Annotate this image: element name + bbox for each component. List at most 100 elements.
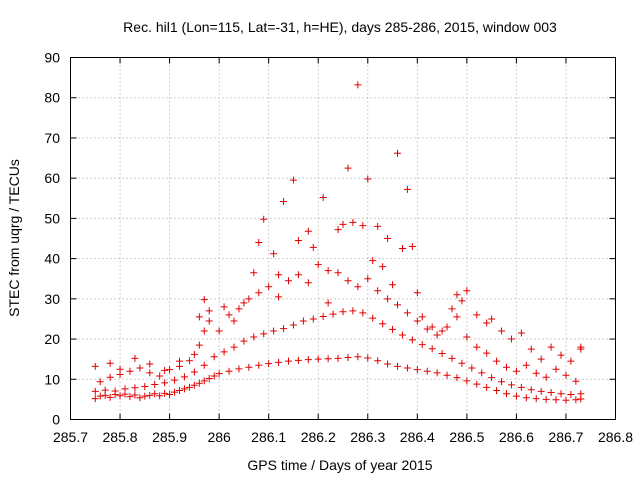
data-point bbox=[468, 364, 476, 372]
data-point bbox=[314, 355, 322, 363]
data-point bbox=[91, 387, 99, 395]
data-point bbox=[403, 364, 411, 372]
data-point bbox=[488, 374, 496, 382]
data-point bbox=[250, 269, 258, 277]
data-point bbox=[91, 395, 99, 403]
data-point bbox=[260, 215, 268, 223]
data-point bbox=[116, 392, 124, 400]
data-point bbox=[289, 176, 297, 184]
data-point bbox=[334, 226, 342, 234]
data-point bbox=[443, 371, 451, 379]
data-point bbox=[190, 381, 198, 389]
data-point bbox=[527, 386, 535, 394]
y-tick-label: 90 bbox=[44, 50, 60, 66]
data-point bbox=[423, 367, 431, 375]
data-point bbox=[245, 295, 253, 303]
data-point bbox=[562, 371, 570, 379]
data-point bbox=[171, 376, 179, 384]
data-point bbox=[418, 341, 426, 349]
data-point bbox=[384, 235, 392, 242]
data-point bbox=[354, 353, 362, 361]
data-point bbox=[512, 367, 520, 375]
data-point bbox=[131, 354, 139, 362]
data-point bbox=[577, 343, 585, 351]
data-point bbox=[394, 362, 401, 370]
data-point bbox=[567, 357, 575, 365]
data-point bbox=[270, 250, 278, 258]
data-point bbox=[463, 287, 471, 295]
data-point bbox=[220, 348, 228, 356]
data-point bbox=[200, 377, 208, 385]
data-point bbox=[512, 392, 520, 400]
data-point bbox=[394, 301, 401, 309]
data-point bbox=[547, 343, 555, 351]
data-point bbox=[260, 330, 268, 338]
data-point bbox=[522, 361, 530, 369]
x-tick-label: 286.1 bbox=[251, 429, 286, 445]
data-point bbox=[453, 374, 461, 382]
data-point bbox=[319, 313, 327, 321]
data-point bbox=[106, 393, 114, 401]
data-point bbox=[225, 367, 233, 375]
data-point bbox=[547, 389, 555, 397]
data-point bbox=[428, 323, 436, 331]
data-point bbox=[294, 356, 302, 364]
data-point bbox=[176, 357, 183, 365]
data-point bbox=[532, 395, 540, 403]
x-tick-label: 286.6 bbox=[499, 429, 534, 445]
data-point bbox=[230, 343, 238, 351]
data-point bbox=[240, 337, 248, 345]
data-point bbox=[379, 320, 387, 328]
data-point bbox=[275, 358, 283, 366]
data-point bbox=[557, 390, 565, 398]
data-point bbox=[309, 315, 317, 323]
data-point bbox=[374, 357, 382, 365]
data-point bbox=[542, 373, 550, 381]
data-point bbox=[567, 391, 575, 399]
data-point bbox=[537, 387, 545, 395]
data-point bbox=[235, 365, 243, 373]
data-point bbox=[304, 279, 312, 287]
x-tick-label: 286.4 bbox=[400, 429, 435, 445]
x-tick-labels: 285.7 285.8 285.9 286 286.1 286.2 286.3 286.4 28… bbox=[53, 429, 633, 445]
x-axis-title: GPS time / Days of year 2015 bbox=[247, 457, 432, 473]
data-point bbox=[131, 384, 139, 392]
data-point bbox=[478, 369, 486, 377]
data-point bbox=[438, 327, 446, 335]
data-point bbox=[369, 314, 377, 322]
data-point bbox=[448, 354, 456, 362]
data-point bbox=[344, 164, 352, 172]
data-point bbox=[190, 368, 198, 376]
data-point bbox=[453, 313, 461, 321]
data-point bbox=[265, 360, 273, 368]
data-point bbox=[542, 395, 550, 403]
data-point bbox=[91, 362, 99, 370]
data-point bbox=[552, 396, 560, 404]
data-point bbox=[230, 317, 238, 325]
data-point bbox=[121, 385, 129, 393]
data-point bbox=[359, 222, 367, 230]
data-point bbox=[379, 263, 387, 271]
data-point bbox=[161, 366, 169, 374]
data-point bbox=[398, 245, 406, 253]
data-point bbox=[275, 293, 283, 301]
data-point bbox=[557, 351, 565, 359]
data-point bbox=[354, 81, 362, 89]
data-point bbox=[205, 317, 213, 325]
x-tick-label: 286 bbox=[207, 429, 231, 445]
data-point bbox=[448, 305, 456, 313]
data-point bbox=[394, 149, 401, 157]
data-point bbox=[428, 345, 436, 353]
y-tick-label: 20 bbox=[44, 331, 60, 347]
data-point bbox=[185, 357, 193, 365]
data-point bbox=[136, 364, 144, 372]
data-point bbox=[185, 383, 193, 391]
data-point bbox=[354, 283, 362, 291]
data-point bbox=[314, 261, 322, 269]
grid-lines bbox=[70, 57, 616, 420]
x-tick-label: 286.2 bbox=[301, 429, 336, 445]
data-point bbox=[141, 383, 149, 391]
data-point bbox=[195, 379, 203, 387]
data-point bbox=[493, 387, 501, 395]
data-point bbox=[384, 360, 392, 368]
